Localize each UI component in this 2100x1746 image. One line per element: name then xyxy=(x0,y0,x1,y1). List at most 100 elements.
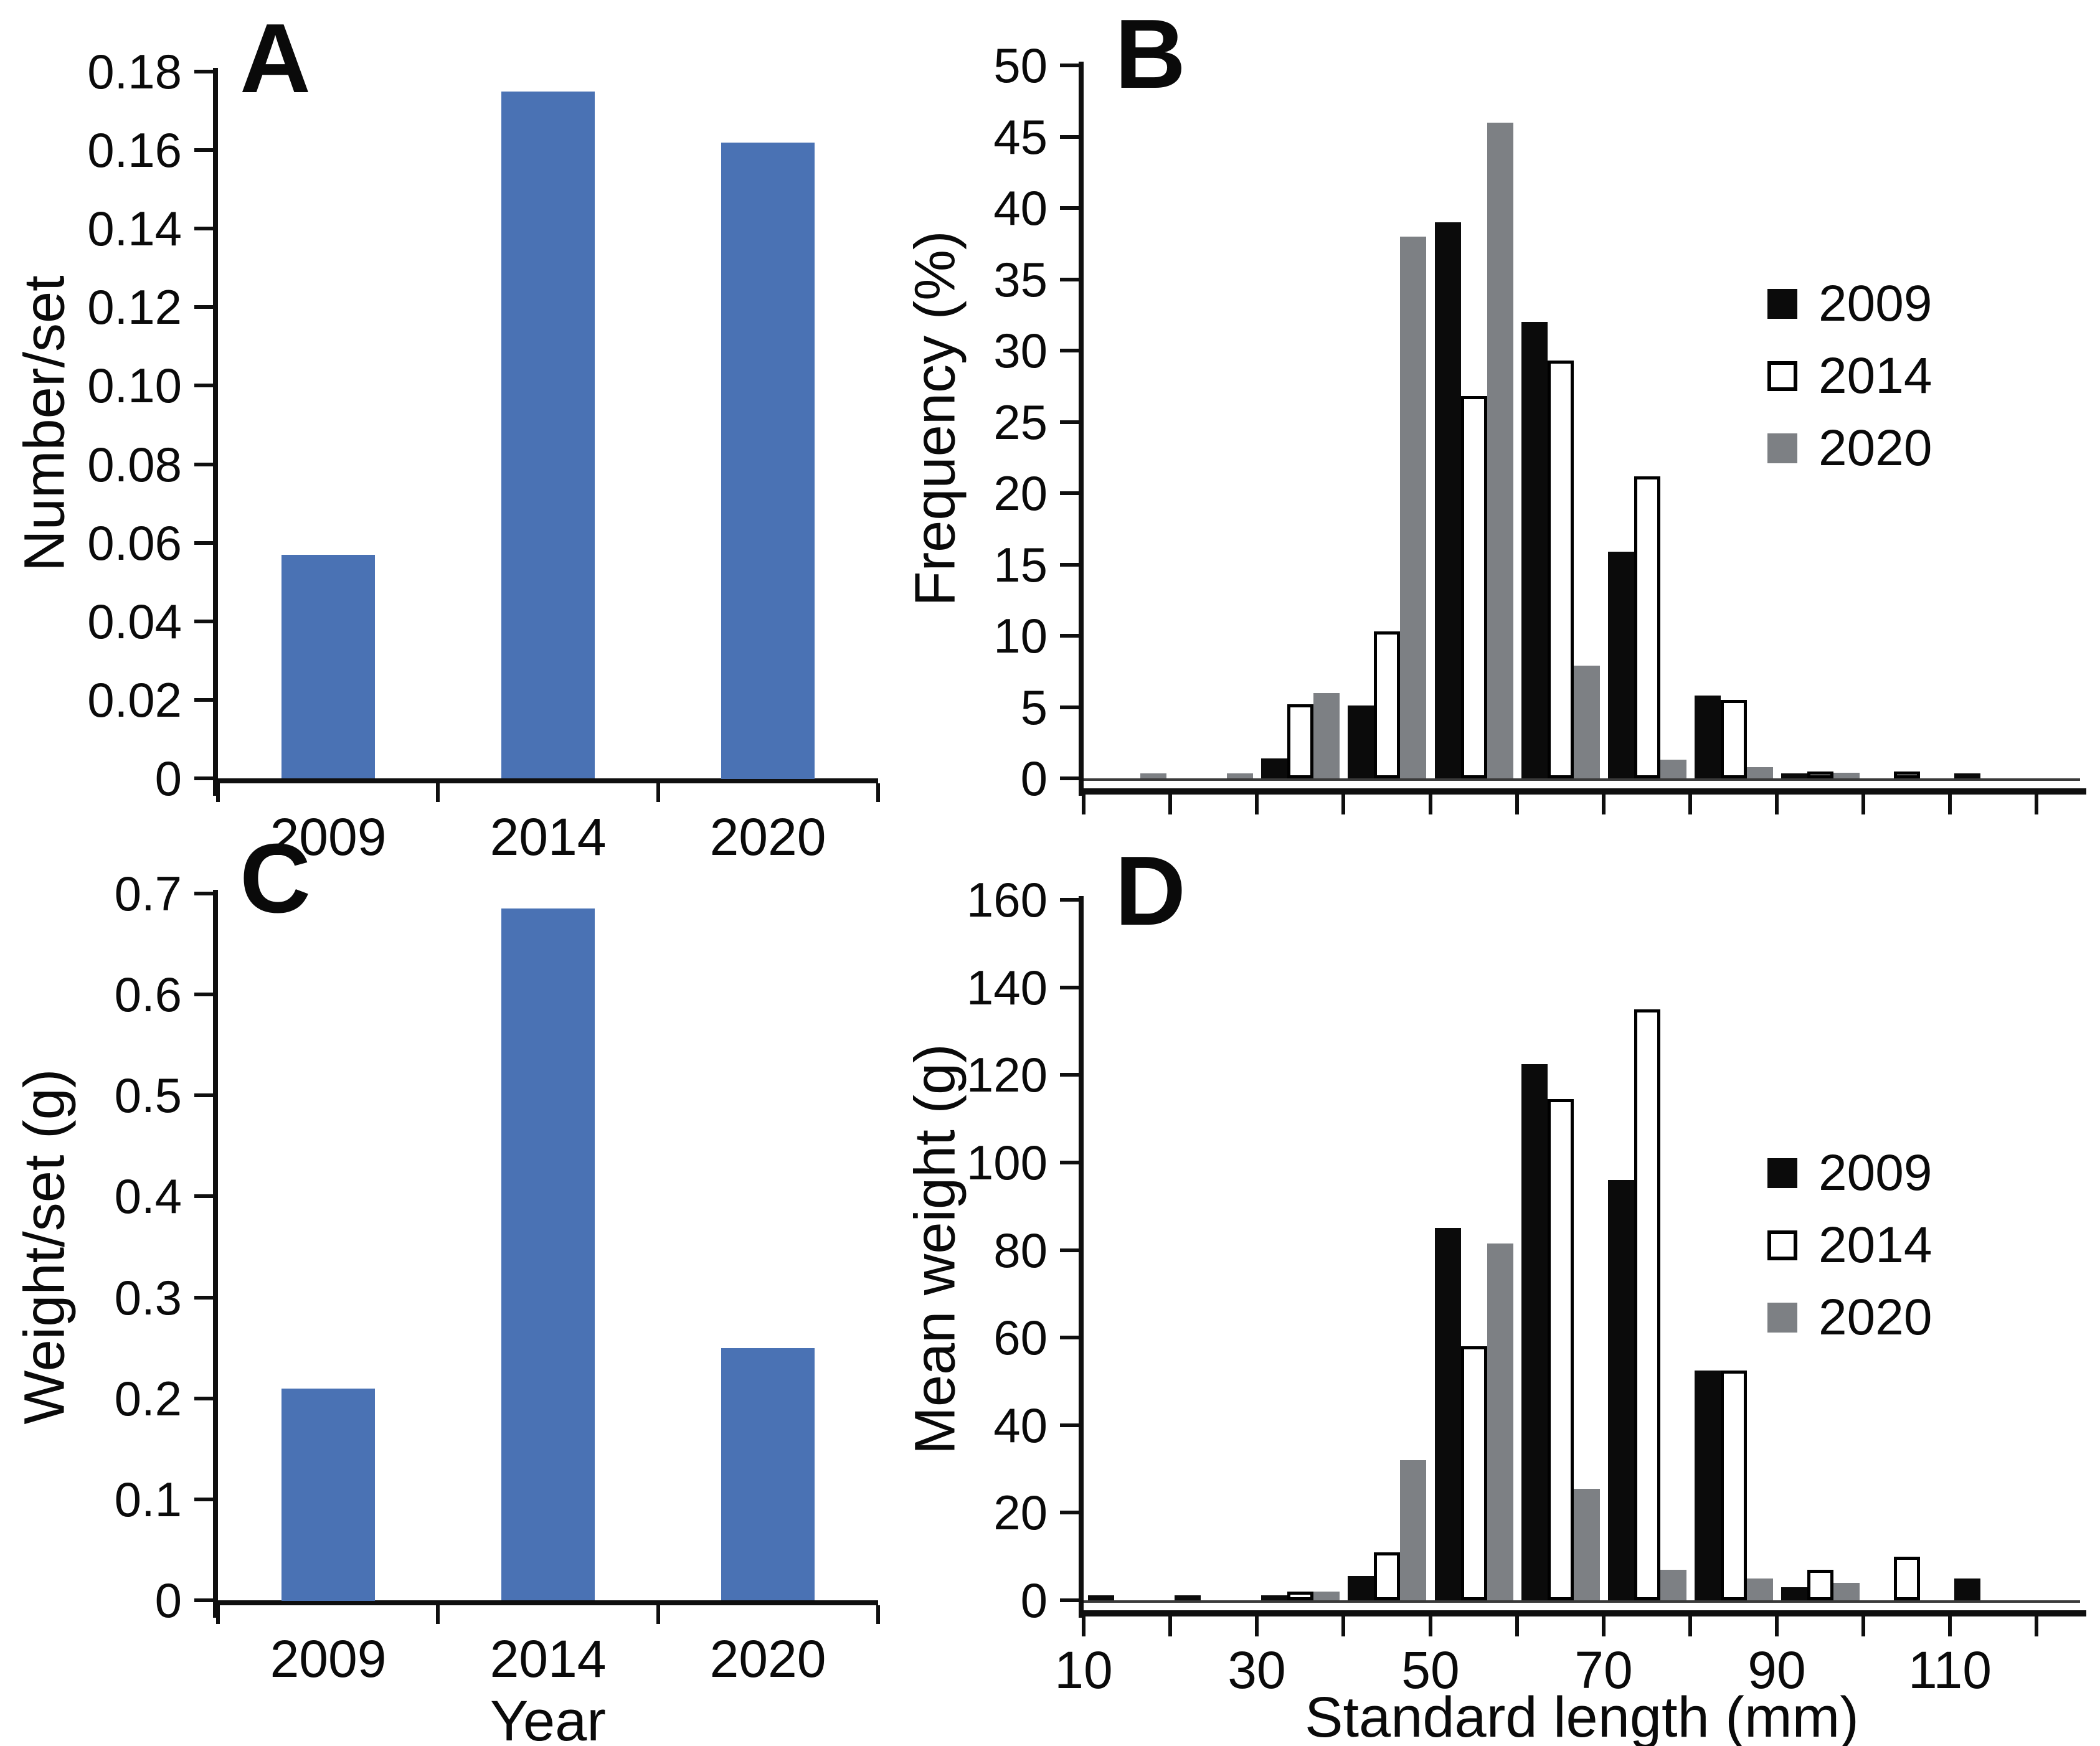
legend-label-2020: 2020 xyxy=(1819,420,1932,476)
panel-b-y-tick xyxy=(1060,563,1079,567)
panel-d-x-tick xyxy=(1688,1616,1692,1636)
panel-b-bar-2020-bin-70-80 xyxy=(1660,760,1686,778)
panel-letter-b: B xyxy=(1115,0,1188,109)
panel-a-y-tick-label: 0.18 xyxy=(87,44,182,99)
panel-d-x-tick xyxy=(1168,1616,1172,1636)
panel-c-y-axis-title: Weight/set (g) xyxy=(12,1069,77,1425)
panel-d-bar-2014-bin-40-50 xyxy=(1374,1552,1400,1600)
panel-d-y-tick-label: 0 xyxy=(1020,1573,1048,1628)
panel-c-x-category-label: 2020 xyxy=(709,1630,826,1688)
panel-a-y-tick xyxy=(194,620,213,623)
panel-a-x-category-label: 2009 xyxy=(270,808,387,866)
panel-b-y-tick xyxy=(1060,420,1079,424)
panel-d-x-tick xyxy=(1082,1616,1085,1636)
panel-d-x-tick-label: 70 xyxy=(1574,1641,1633,1699)
panel-d-bar-2014-bin-100-110 xyxy=(1894,1557,1920,1600)
panel-d-bar-2020-bin-90-100 xyxy=(1833,1583,1860,1600)
panel-c-bar-2020 xyxy=(721,1348,815,1600)
panel-b-y-tick-label: 50 xyxy=(993,38,1048,93)
panel-b-bar-2020-bin-90-100 xyxy=(1833,773,1860,778)
panel-d-x-tick xyxy=(2035,1616,2038,1636)
legend-swatch-2014 xyxy=(1767,1230,1797,1260)
panel-d-x-tick xyxy=(1948,1616,1952,1636)
panel-d-y-tick-label: 140 xyxy=(966,960,1048,1015)
legend-label-2020: 2020 xyxy=(1819,1289,1932,1346)
legend-label-2009: 2009 xyxy=(1819,1144,1932,1201)
panel-b-y-axis xyxy=(1079,62,1084,796)
legend-row-2009: 2009 xyxy=(1767,1144,1932,1202)
panel-d-y-tick-label: 80 xyxy=(993,1223,1048,1278)
panel-d-bar-2009-bin-40-50 xyxy=(1348,1576,1374,1600)
panel-d-x-tick xyxy=(1429,1616,1432,1636)
panel-b-x-tick xyxy=(1168,795,1172,814)
panel-d-x-tick xyxy=(1341,1616,1345,1636)
panel-b-baseline xyxy=(1084,778,2080,781)
panel-a-y-axis xyxy=(213,68,218,796)
panel-a-y-tick xyxy=(194,384,213,387)
panel-d-x-tick-label: 90 xyxy=(1748,1641,1806,1699)
panel-b-y-tick-label: 35 xyxy=(993,252,1048,307)
panel-c-y-tick-label: 0.1 xyxy=(114,1472,182,1527)
panel-c-y-tick xyxy=(194,1397,213,1400)
panel-d-bar-2009-bin-70-80 xyxy=(1608,1180,1634,1600)
panel-b-y-tick-label: 5 xyxy=(1020,680,1048,735)
panel-b-bar-2020-bin-60-70 xyxy=(1574,666,1600,778)
panel-b-y-tick xyxy=(1060,776,1079,780)
legend-label-2014: 2014 xyxy=(1819,1217,1932,1273)
legend-row-2014: 2014 xyxy=(1767,347,1932,405)
panel-a-x-tick xyxy=(656,783,660,802)
panel-c-bar-2014 xyxy=(501,908,595,1600)
panel-d-y-tick-label: 20 xyxy=(993,1485,1048,1540)
panel-d-x-axis xyxy=(1079,1610,2086,1616)
panel-c-y-tick-label: 0.4 xyxy=(114,1169,182,1224)
legend-swatch-2020 xyxy=(1767,433,1797,463)
panel-b-y-tick xyxy=(1060,491,1079,495)
panel-d-bar-2020-bin-50-60 xyxy=(1487,1243,1513,1600)
panel-d-bar-2020-bin-80-90 xyxy=(1747,1578,1773,1600)
panel-b-y-tick xyxy=(1060,206,1079,210)
panel-b-bar-2014-bin-60-70 xyxy=(1548,361,1574,778)
panel-a-x-tick xyxy=(876,783,880,802)
panel-a-x-tick xyxy=(216,783,220,802)
panel-d-y-tick xyxy=(1060,1336,1079,1339)
panel-d-bar-2014-bin-50-60 xyxy=(1461,1346,1487,1600)
legend-swatch-2009 xyxy=(1767,1158,1797,1188)
panel-c-y-tick-label: 0.3 xyxy=(114,1270,182,1325)
panel-d-y-tick xyxy=(1060,1248,1079,1252)
panel-a-y-tick-label: 0.10 xyxy=(87,358,182,413)
panel-d-legend: 2009 2014 2020 xyxy=(1767,1144,1932,1346)
panel-a-y-tick xyxy=(194,463,213,466)
panel-a-y-tick-label: 0.06 xyxy=(87,516,182,570)
panel-a-y-tick xyxy=(194,698,213,702)
panel-a-x-axis xyxy=(213,778,878,783)
panel-b-bar-2014-bin-100-110 xyxy=(1894,772,1920,778)
legend-label-2009: 2009 xyxy=(1819,275,1932,332)
panel-b-y-tick xyxy=(1060,634,1079,638)
panel-b-bar-2014-bin-80-90 xyxy=(1721,700,1747,778)
panel-d-x-tick-label: 110 xyxy=(1908,1641,1992,1699)
panel-b-bar-2009-bin-110-120 xyxy=(1954,773,1980,778)
panel-d-y-tick xyxy=(1060,1598,1079,1602)
panel-c-x-tick xyxy=(656,1605,660,1624)
legend-row-2014: 2014 xyxy=(1767,1217,1932,1274)
panel-b-y-tick-label: 15 xyxy=(993,537,1048,592)
panel-d-bar-2009-bin-60-70 xyxy=(1521,1064,1548,1600)
panel-b-bar-2020-bin-80-90 xyxy=(1747,767,1773,778)
panel-c-y-tick-label: 0.7 xyxy=(114,866,182,921)
panel-b-y-tick-label: 40 xyxy=(993,181,1048,235)
panel-c-x-category-label: 2009 xyxy=(270,1630,387,1688)
panel-d-baseline xyxy=(1084,1600,2080,1603)
panel-c-y-tick-label: 0 xyxy=(154,1573,182,1628)
panel-d-y-tick xyxy=(1060,898,1079,902)
panel-d-bar-2009-bin-80-90 xyxy=(1695,1371,1721,1600)
panel-a-y-tick-label: 0 xyxy=(154,751,182,806)
panel-b-x-tick xyxy=(1341,795,1345,814)
panel-a-bar-2020 xyxy=(721,143,815,779)
panel-d-x-tick-label: 50 xyxy=(1401,1641,1460,1699)
panel-b-bar-2009-bin-50-60 xyxy=(1435,222,1461,778)
panel-a-y-tick-label: 0.08 xyxy=(87,437,182,492)
legend-row-2020: 2020 xyxy=(1767,420,1932,477)
panel-b-x-tick xyxy=(1861,795,1865,814)
panel-c-y-tick xyxy=(194,1093,213,1097)
